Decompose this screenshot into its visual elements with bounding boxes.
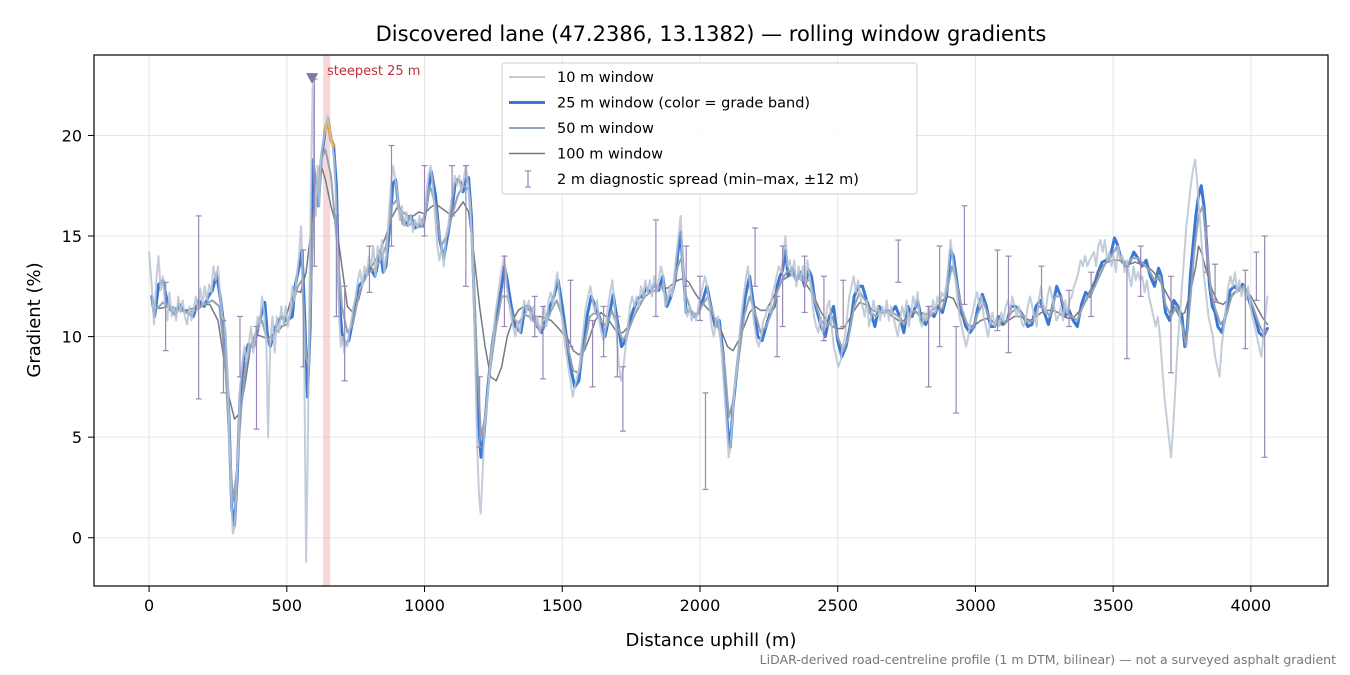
- errorbar: [619, 366, 626, 432]
- x-tick-label: 1500: [542, 596, 583, 615]
- errorbar: [236, 315, 243, 378]
- legend-item-errorbar: 2 m diagnostic spread (min–max, ±12 m): [525, 170, 859, 188]
- errorbar: [752, 227, 759, 287]
- errorbar: [614, 315, 621, 378]
- errorbar: [388, 144, 395, 247]
- legend-box: [501, 62, 918, 195]
- errorbar: [779, 245, 786, 328]
- legend-label: 2 m diagnostic spread (min–max, ±12 m): [557, 172, 859, 188]
- plot-frame: [93, 54, 1329, 587]
- legend: 10 m window 25 m window (color = grade ba…: [501, 62, 918, 195]
- y-tick-label: 0: [72, 529, 82, 548]
- x-tick-label: 2000: [680, 596, 721, 615]
- steepest-highlight: [323, 55, 331, 586]
- errorbar: [1066, 289, 1073, 328]
- errorbar: [683, 245, 690, 287]
- x-tick-label: 2500: [817, 596, 858, 615]
- legend-label: 100 m window: [557, 147, 663, 163]
- errorbar: [1261, 235, 1268, 458]
- chart-title: Discovered lane (47.2386, 13.1382) — rol…: [376, 22, 1047, 46]
- legend-item-w10: 10 m window: [509, 70, 654, 86]
- legend-item-w25: 25 m window (color = grade band): [509, 96, 810, 112]
- errorbar: [501, 255, 508, 328]
- x-tick-label: 1000: [404, 596, 445, 615]
- errorbar-layer: [162, 78, 1268, 491]
- footnote: LiDAR-derived road-centreline profile (1…: [760, 652, 1336, 667]
- legend-item-w100: 100 m window: [509, 147, 663, 163]
- errorbar: [341, 285, 348, 382]
- errorbar: [589, 319, 596, 388]
- errorbar: [253, 325, 260, 430]
- errorbar: [366, 245, 373, 293]
- errorbar: [1253, 251, 1260, 301]
- errorbar: [195, 215, 202, 400]
- errorbar: [895, 239, 902, 283]
- errorbar: [600, 305, 607, 358]
- errorbar: [994, 249, 1001, 332]
- x-tick-label: 0: [144, 596, 154, 615]
- errorbar: [421, 165, 428, 237]
- peak-marker-layer: [306, 73, 319, 85]
- errorbar: [801, 255, 808, 314]
- errorbar: [462, 165, 469, 287]
- errorbar: [567, 279, 574, 348]
- legend-label: 50 m window: [557, 121, 654, 137]
- errorbar: [300, 249, 307, 368]
- errorbar: [1137, 245, 1144, 297]
- steepest-label: steepest 25 m: [327, 64, 420, 79]
- x-tick-label: 3500: [1093, 596, 1134, 615]
- errorbar: [1005, 255, 1012, 354]
- errorbar: [1203, 225, 1210, 273]
- errorbar: [449, 165, 456, 217]
- errorbar: [531, 295, 538, 338]
- errorbar: [925, 305, 932, 388]
- errorbar: [953, 325, 960, 414]
- x-axis-title: Distance uphill (m): [626, 630, 797, 651]
- errorbar: [220, 319, 227, 394]
- legend-item-w50: 50 m window: [509, 121, 654, 137]
- errorbar: [652, 219, 659, 318]
- errorbar: [1242, 269, 1249, 350]
- errorbar: [1167, 275, 1174, 374]
- steepest-band: [323, 55, 331, 586]
- y-tick-label: 10: [62, 328, 82, 347]
- errorbar: [1088, 271, 1095, 318]
- errorbar: [162, 281, 169, 352]
- errorbar: [1123, 265, 1130, 360]
- x-tick-label: 3000: [955, 596, 996, 615]
- x-tick-label: 4000: [1231, 596, 1272, 615]
- errorbar: [1212, 263, 1219, 303]
- errorbar: [702, 392, 709, 491]
- y-tick-label: 20: [62, 126, 82, 145]
- errorbar: [936, 245, 943, 348]
- errorbar: [840, 279, 847, 328]
- errorbar: [961, 205, 968, 306]
- errorbar: [476, 376, 483, 448]
- errorbar: [333, 215, 340, 318]
- x-tick-label: 500: [272, 596, 303, 615]
- errorbar: [820, 275, 827, 342]
- y-axis-title: Gradient (%): [24, 262, 45, 377]
- errorbar: [1038, 265, 1045, 308]
- errorbar: [774, 295, 781, 358]
- legend-label: 25 m window (color = grade band): [557, 96, 810, 112]
- legend-label: 10 m window: [557, 70, 654, 86]
- errorbar: [696, 275, 703, 322]
- y-axis-ticks: 0 5 10 15 20: [62, 126, 94, 548]
- y-tick-label: 15: [62, 227, 82, 246]
- series-w50-line: [150, 148, 1269, 503]
- y-tick-label: 5: [72, 428, 82, 447]
- x-axis-ticks: 0 500 1000 1500 2000 2500 3000 3500 4000: [144, 586, 1271, 615]
- peak-marker-triangle: [306, 73, 319, 85]
- errorbar: [539, 305, 546, 380]
